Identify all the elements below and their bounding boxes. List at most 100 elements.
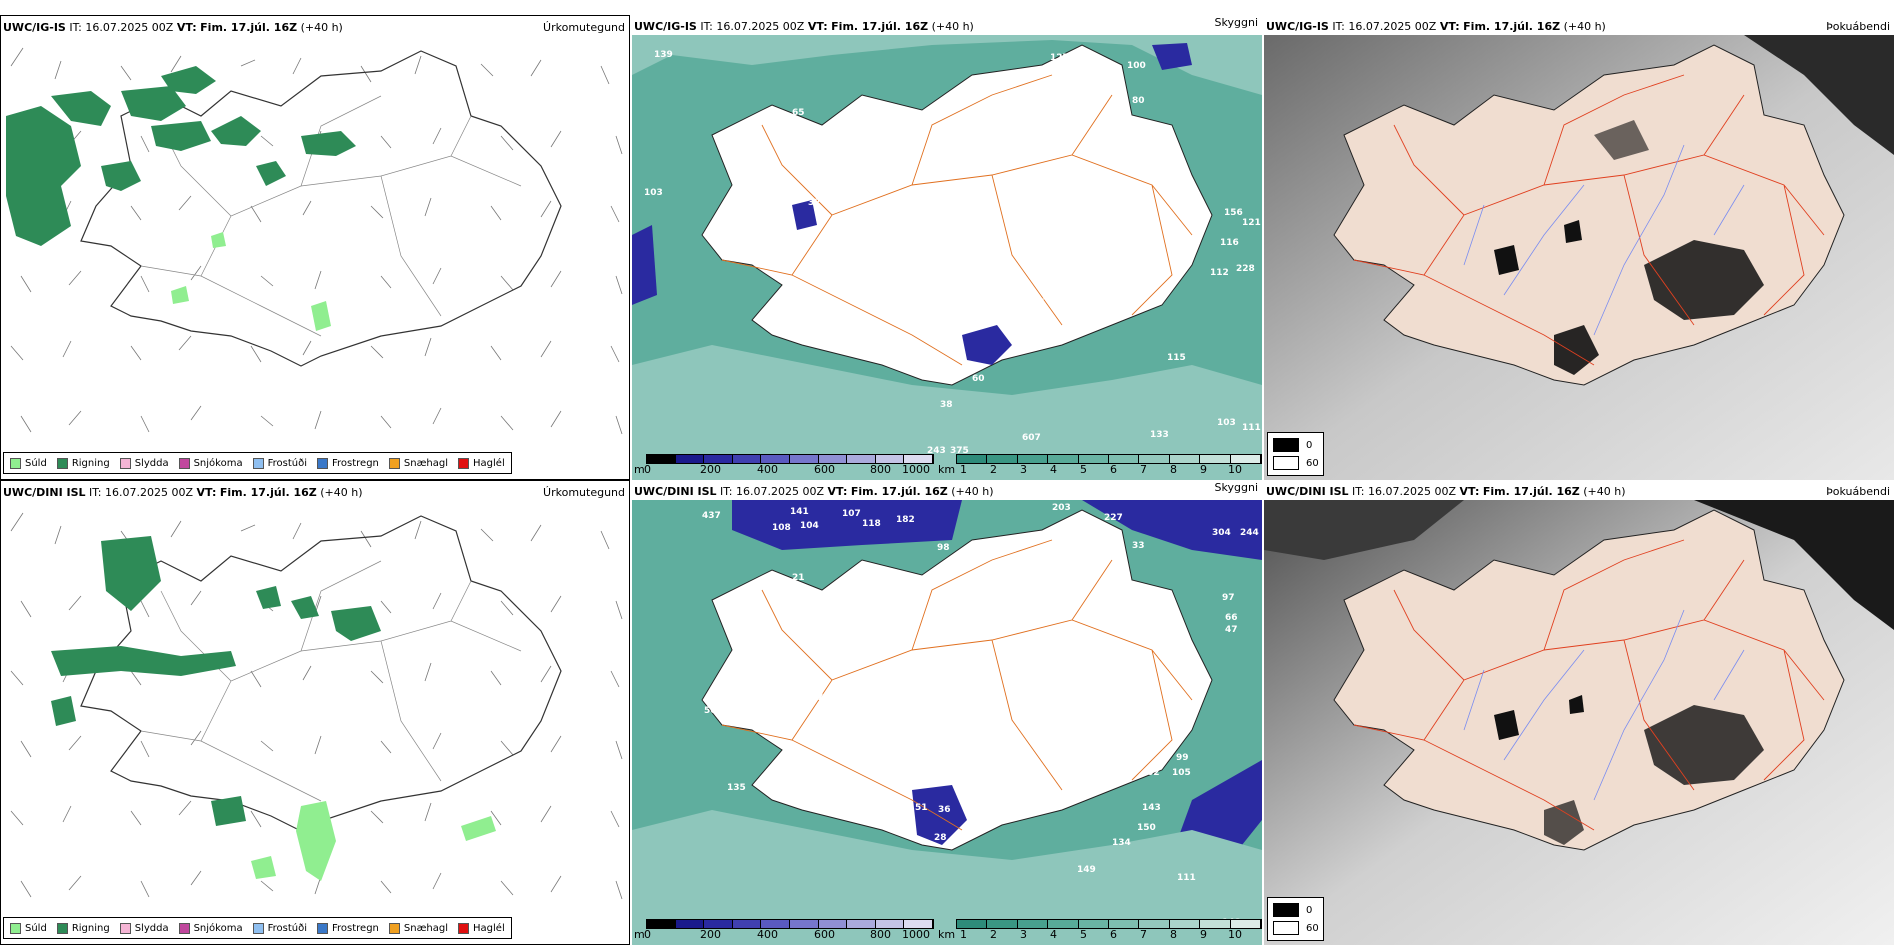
vis-label: 51 <box>915 803 928 813</box>
lead-time: (+40 h) <box>1563 20 1606 33</box>
visibility-colorbar-km: km 1 2 3 4 5 6 7 8 9 10 <box>938 919 1262 941</box>
vt-value: Fim. 17.júl. 16Z <box>831 20 929 33</box>
iceland-landmass <box>701 509 1213 851</box>
vis-label: 150 <box>1137 823 1156 833</box>
vis-label: 243 <box>927 446 946 456</box>
visibility-colorbar-m: m 0 200 400 600 800 1000 <box>634 454 934 476</box>
road-network <box>140 560 522 802</box>
vt-value: Fim. 17.júl. 16Z <box>1463 20 1561 33</box>
legend-item: Haglél <box>458 457 505 469</box>
fog-legend-item: 60 <box>1273 456 1319 470</box>
vis-label: 203 <box>1052 503 1071 513</box>
iceland-coastline <box>80 50 562 367</box>
vis-label: 38 <box>940 400 953 410</box>
visibility-map: 437 141 108 104 107 118 182 98 203 227 3… <box>632 500 1262 945</box>
panel-header: UWC/DINI ISL IT: 16.07.2025 00Z VT: Fim.… <box>634 481 1258 499</box>
panel-visibility-dini: UWC/DINI ISL IT: 16.07.2025 00Z VT: Fim.… <box>632 480 1262 945</box>
vis-label: 21 <box>744 238 757 248</box>
it-label: IT: <box>720 485 733 498</box>
vis-label: 104 <box>800 521 819 531</box>
vis-label: 47 <box>1225 625 1238 635</box>
vis-label: 40 <box>797 755 810 765</box>
vis-label: 118 <box>862 519 881 529</box>
vis-label: 43 <box>940 370 953 380</box>
vis-label: 437 <box>702 511 721 521</box>
legend-item: Frostúði <box>252 922 307 934</box>
vis-label: 66 <box>1225 613 1238 623</box>
vis-label: 82 <box>1030 783 1043 793</box>
model-name: UWC/DINI ISL <box>634 485 717 498</box>
lead-time: (+40 h) <box>951 485 994 498</box>
rain-areas <box>6 66 356 246</box>
vt-label: VT: <box>1439 20 1460 33</box>
it-value: 16.07.2025 00Z <box>736 485 825 498</box>
vis-label: 103 <box>644 188 663 198</box>
road-network <box>140 95 522 337</box>
vis-label: 97 <box>1222 593 1235 603</box>
it-value: 16.07.2025 00Z <box>105 486 194 499</box>
vis-label: 33 <box>1132 541 1145 551</box>
model-name: UWC/IG-IS <box>634 20 697 33</box>
colorbar-ticks: 1 2 3 4 5 6 7 8 9 10 <box>960 928 1242 941</box>
colorbar-ticks: 0 200 400 600 800 1000 <box>644 928 930 941</box>
colorbar-ticks: 1 2 3 4 5 6 7 8 9 10 <box>960 463 1242 476</box>
legend-item: Frostregn <box>317 922 379 934</box>
legend-item: Slydda <box>119 922 169 934</box>
legend-item: Frostúði <box>252 457 307 469</box>
vis-label: 105 <box>1172 768 1191 778</box>
vis-label: 244 <box>1240 528 1259 538</box>
vis-label: 141 <box>790 507 809 517</box>
fog-map <box>1264 500 1894 945</box>
panel-visibility-igis: UWC/IG-IS IT: 16.07.2025 00Z VT: Fim. 17… <box>632 15 1262 480</box>
field-name: Úrkomutegund <box>543 486 625 499</box>
vt-label: VT: <box>196 486 217 499</box>
it-value: 16.07.2025 00Z <box>85 21 174 34</box>
rivers <box>1463 609 1745 801</box>
legend-item: Snjókoma <box>178 457 243 469</box>
visibility-colorbar-m: m 0 200 400 600 800 1000 <box>634 919 934 941</box>
legend-item: Snæhagl <box>388 922 448 934</box>
colorbar-swatches <box>956 454 1262 464</box>
field-name: Skyggni <box>1214 16 1258 29</box>
legend-item: Súld <box>10 922 47 934</box>
vis-label: 121 <box>1242 218 1261 228</box>
colorbar-ticks: 0 200 400 600 800 1000 <box>644 463 930 476</box>
it-label: IT: <box>700 20 713 33</box>
fog-legend-item: 60 <box>1273 921 1319 935</box>
vis-label: 98 <box>937 543 950 553</box>
low-vis-patches <box>912 785 967 845</box>
vt-label: VT: <box>176 21 197 34</box>
vis-label: 111 <box>1177 873 1196 883</box>
panel-header: UWC/IG-IS IT: 16.07.2025 00Z VT: Fim. 17… <box>1266 20 1890 34</box>
iceland-landmass <box>701 44 1213 386</box>
road-network <box>1353 74 1825 366</box>
colorbar-unit: km <box>938 463 956 476</box>
vis-label: 375 <box>950 446 969 456</box>
vis-label: 32 <box>808 198 821 208</box>
vis-label: 103 <box>757 168 776 178</box>
vis-label: 29 <box>832 228 845 238</box>
precip-type-legend: Súld Rigning Slydda Snjókoma Frostúði Fr… <box>3 917 512 939</box>
lead-time: (+40 h) <box>320 486 363 499</box>
vis-label: 99 <box>1176 753 1189 763</box>
visibility-value-labels: 139 123 127 149 100 80 65 103 127 41 21 … <box>644 50 1261 456</box>
fog-map <box>1264 35 1894 480</box>
field-name: Skyggni <box>1214 481 1258 494</box>
vis-label: 228 <box>1236 264 1255 274</box>
fog-patches <box>1494 695 1764 845</box>
visibility-colorbar-km: km 1 2 3 4 5 6 7 8 9 10 <box>938 454 1262 476</box>
rain-areas <box>51 536 381 826</box>
vis-label: 42 <box>882 278 895 288</box>
vis-label: 143 <box>1142 803 1161 813</box>
vis-label: 5 <box>1127 585 1133 595</box>
vis-label: 607 <box>1022 433 1041 443</box>
vis-label: 66 <box>778 603 791 613</box>
visibility-map: 139 123 127 149 100 80 65 103 127 41 21 … <box>632 35 1262 480</box>
legend-item: Rigning <box>56 457 110 469</box>
precip-map <box>10 512 623 900</box>
road-network <box>721 74 1193 366</box>
vis-label: 41 <box>748 188 761 198</box>
road-network <box>721 539 1193 831</box>
vis-label: 112 <box>1210 268 1229 278</box>
drizzle-areas <box>251 801 496 881</box>
